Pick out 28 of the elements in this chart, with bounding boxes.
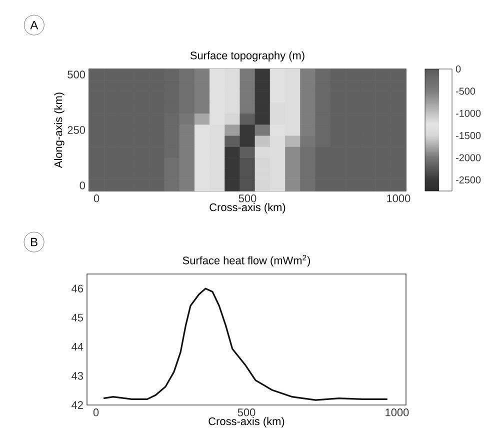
y-tick-label: 250 xyxy=(68,126,86,134)
color-bar-label: -1000 xyxy=(456,110,481,117)
y-tick-label: 44 xyxy=(72,343,84,351)
x-tick-label: 500 xyxy=(238,194,256,202)
text: B xyxy=(31,238,38,246)
y-tick-label: 500 xyxy=(68,70,86,78)
y-tick-label: 46 xyxy=(72,284,83,292)
x-tick-label: 1000 xyxy=(386,408,409,416)
y-tick-label: 0 xyxy=(80,182,86,190)
y-tick-label: 45 xyxy=(72,314,84,322)
color-bar-label: -1500 xyxy=(456,132,481,140)
color-bar-label: -2500 xyxy=(456,176,481,184)
x-tick-label: 1000 xyxy=(387,194,410,202)
color-bar-label: -500 xyxy=(456,88,476,95)
text: A xyxy=(30,20,38,30)
color-bar-label: 0 xyxy=(456,65,461,73)
x-tick-label: 500 xyxy=(238,408,256,416)
color-bar-label: -2000 xyxy=(456,154,481,162)
line-series xyxy=(102,288,388,401)
x-tick-label: 0 xyxy=(94,194,100,202)
chart-title: Surface heat flow (mWm$^{2}$) xyxy=(182,254,310,267)
y-tick-label: 43 xyxy=(72,372,83,380)
x-tick-label: 0 xyxy=(93,408,99,416)
chart-title: Surface topography (m) xyxy=(190,51,304,62)
x-axis-title: Cross-axis (km) xyxy=(210,203,286,214)
x-axis-title: Cross-axis (km) xyxy=(208,417,284,428)
y-tick-label: 42 xyxy=(72,401,83,409)
y-axis-title: Along-axis (km) xyxy=(54,92,64,168)
